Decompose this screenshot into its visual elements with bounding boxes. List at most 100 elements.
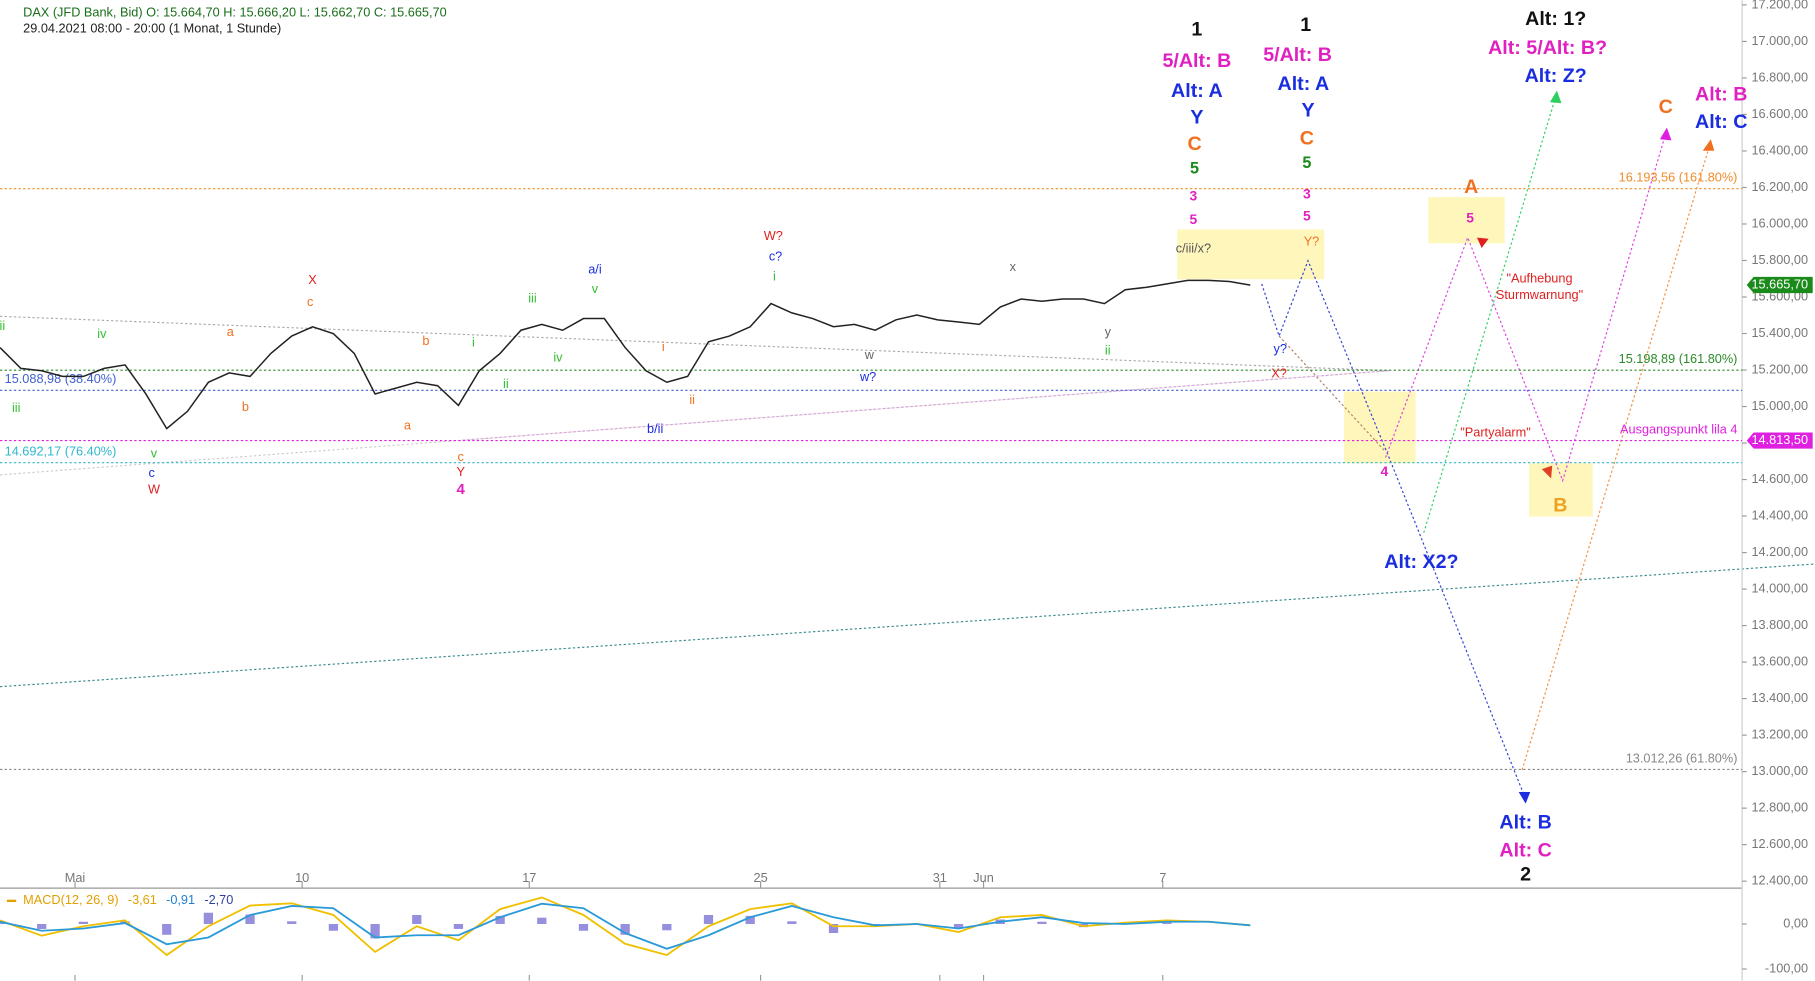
y-tick-label: 16.000,00 — [1751, 215, 1808, 230]
annotation: 1 — [1300, 14, 1311, 36]
annotation: 4 — [1381, 463, 1389, 479]
annotation: 3 — [1190, 188, 1198, 204]
projection — [1385, 129, 1668, 483]
annotation: Alt: 1? — [1525, 8, 1586, 30]
y-tick-label: 15.800,00 — [1751, 252, 1808, 267]
y-tick-label: 17.200,00 — [1751, 0, 1808, 11]
annotation: iii — [528, 290, 536, 305]
annotation: c — [148, 465, 155, 480]
annotation: ii — [1105, 342, 1111, 357]
annotation: iii — [12, 400, 20, 415]
annotation: w — [864, 347, 875, 362]
macd-line — [0, 902, 1251, 950]
annotation: v — [592, 281, 599, 296]
annotation: iv — [97, 326, 107, 341]
macd-histogram — [1162, 922, 1172, 924]
boxes — [1177, 197, 1593, 517]
annotation: i — [472, 334, 475, 349]
annotation: Alt: A — [1278, 73, 1330, 95]
annotation: 5/Alt: B — [1162, 50, 1231, 72]
x-tick-label: 10 — [295, 870, 309, 885]
y-tick-label: 16.600,00 — [1751, 106, 1808, 121]
macd-histogram — [412, 914, 422, 924]
macd-legend: MACD(12, 26, 9) — [23, 892, 118, 907]
y-tick-label: 13.600,00 — [1751, 653, 1808, 668]
y-tick-label: 13.400,00 — [1751, 690, 1808, 705]
annotation: a/i — [588, 261, 601, 276]
annotation: Alt: 5/Alt: B? — [1488, 37, 1607, 59]
annotation: 5/Alt: B — [1263, 44, 1332, 66]
annotation: 5 — [1190, 211, 1198, 227]
annotation: x — [1010, 259, 1017, 274]
macd-histogram — [578, 923, 589, 931]
macd-histogram — [203, 912, 214, 924]
macd-line — [0, 896, 1251, 957]
annotation: 5 — [1190, 160, 1199, 178]
annotation: 5 — [1466, 210, 1474, 226]
y-tick-label: 12.600,00 — [1751, 836, 1808, 851]
level-label: 15.198,89 (161.80%) — [1619, 351, 1738, 366]
x-tick-label: 31 — [933, 870, 947, 885]
macd-histogram — [495, 915, 505, 924]
box — [1343, 391, 1416, 464]
projection — [1278, 335, 1386, 453]
annotation: Alt: C — [1695, 111, 1747, 133]
annotation: W? — [764, 228, 783, 243]
macd-histogram — [828, 923, 839, 933]
box — [1529, 463, 1593, 517]
macd-histogram — [787, 921, 797, 924]
header-title: DAX (JFD Bank, Bid) O: 15.664,70 H: 15.6… — [23, 4, 447, 19]
projection — [1521, 141, 1712, 771]
annotation: "Aufhebung — [1506, 271, 1572, 286]
annotation: Y — [1301, 100, 1314, 122]
annotation: v — [151, 445, 158, 460]
y-tick-label: 0,00 — [1783, 915, 1808, 930]
annotation: 3 — [1303, 185, 1311, 201]
annotation: c? — [769, 249, 782, 264]
macd-legend: -2,70 — [204, 892, 233, 907]
y-tick-label: 13.000,00 — [1751, 763, 1808, 778]
macd-histogram — [662, 923, 672, 931]
arrowhead — [1541, 465, 1553, 479]
annotation: C — [1300, 127, 1314, 149]
macd-legend: -0,91 — [166, 892, 195, 907]
price-tag — [1746, 432, 1813, 449]
x-tick-label: Jun — [973, 870, 994, 885]
macd-histogram — [162, 923, 172, 935]
annotation: W — [148, 481, 160, 496]
y-tick-label: 14.200,00 — [1751, 544, 1808, 559]
annotation: ii — [689, 392, 695, 407]
annotation: i — [662, 339, 665, 354]
annotation: Alt: C — [1499, 839, 1551, 861]
annotation: 1 — [1191, 19, 1202, 41]
annotation: ii — [503, 376, 509, 391]
macd-histogram — [953, 923, 964, 928]
macd-histogram — [370, 923, 380, 939]
annotation: X — [308, 272, 317, 287]
annotation: Alt: B — [1695, 83, 1747, 105]
annotation: Alt: X2? — [1384, 551, 1458, 573]
macd-histogram — [78, 921, 88, 924]
annotation: y — [1105, 324, 1112, 339]
macd-legend: -3,61 — [128, 892, 157, 907]
arrowhead — [1549, 90, 1562, 104]
x-tick-label: Mai — [65, 870, 86, 885]
annotation: a — [404, 418, 412, 433]
arrowhead — [1477, 237, 1489, 248]
y-tick-label: 14.400,00 — [1751, 507, 1808, 522]
box — [1428, 197, 1505, 244]
arrowhead — [1518, 792, 1531, 804]
macd-histogram — [453, 923, 464, 929]
y-tick-label: 15.000,00 — [1751, 398, 1808, 413]
annotation: B — [1553, 494, 1567, 516]
level-label: 16.193,56 (161.80%) — [1619, 170, 1738, 185]
y-tick-label: 13.800,00 — [1751, 617, 1808, 632]
y-tick-label: 14.000,00 — [1751, 580, 1808, 595]
price-tag — [1746, 276, 1813, 294]
annotation: Y? — [1304, 234, 1320, 249]
annotation: Y — [1190, 107, 1203, 129]
y-tick-label: -100,00 — [1765, 960, 1808, 975]
level-label: 14.692,17 (76.40%) — [5, 444, 117, 459]
annotation: 5 — [1303, 207, 1311, 223]
